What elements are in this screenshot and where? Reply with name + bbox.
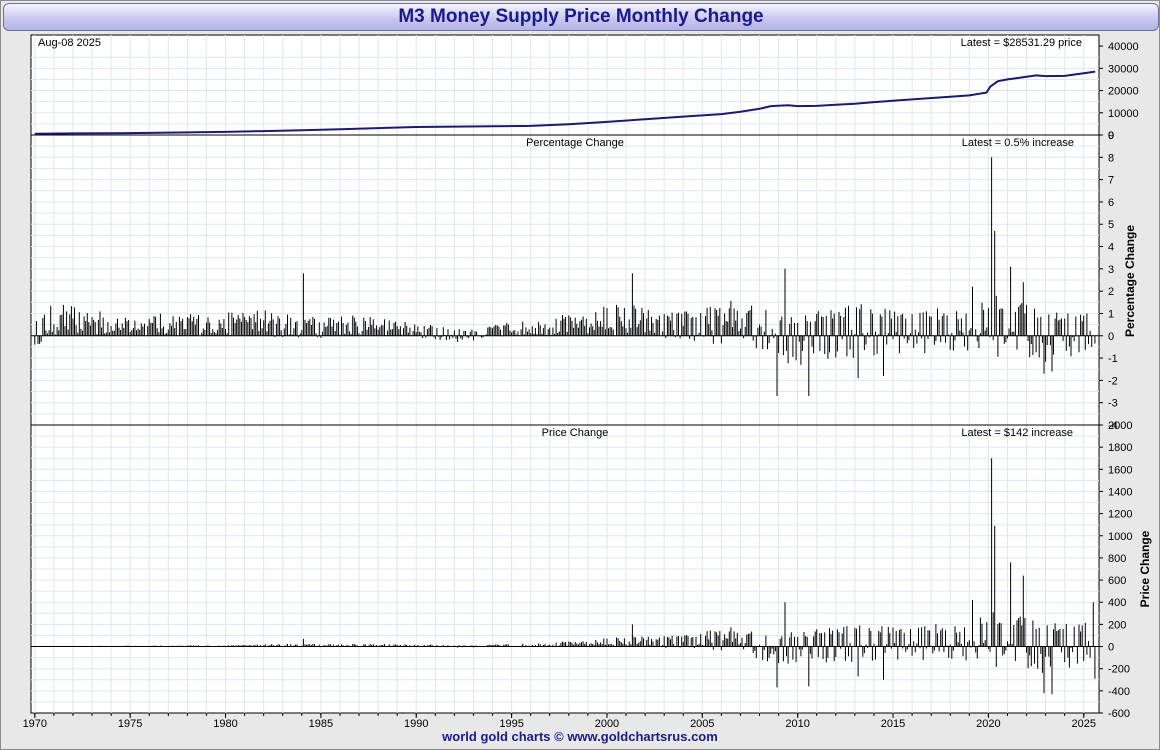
footer-credit: world gold charts © www.goldchartsrus.co… (442, 729, 718, 744)
y-tick-label: 400 (1108, 597, 1126, 609)
y-tick-label: 200 (1108, 619, 1126, 631)
y-tick-label: 6 (1108, 197, 1114, 209)
x-tick-label: 2015 (881, 718, 905, 730)
x-tick-label: 2005 (690, 718, 714, 730)
y-tick-label: -2 (1108, 375, 1118, 387)
y-tick-label: 20000 (1108, 86, 1139, 98)
chart-title: M3 Money Supply Price Monthly Change (398, 6, 764, 27)
y-tick-label: 3 (1108, 264, 1114, 276)
y-tick-label: 7 (1108, 175, 1114, 187)
y-tick-label: 1600 (1108, 464, 1132, 476)
panel3-latest-label: Latest = $142 increase (961, 427, 1073, 439)
y-tick-label: -3 (1108, 398, 1118, 410)
y-tick-label: 0 (1108, 642, 1114, 654)
y-tick-label: 0 (1108, 130, 1114, 142)
y-tick-label: 30000 (1108, 63, 1139, 75)
y-tick-label: 8 (1108, 152, 1114, 164)
price-line-series (34, 70, 1096, 135)
title-bar: M3 Money Supply Price Monthly Change (3, 3, 1159, 31)
y-tick-label: 1 (1108, 308, 1114, 320)
x-tick-label: 2010 (785, 718, 809, 730)
x-axis: 1970 1975 1980 1985 1990 1995 2000 2005 2010 2015… (23, 713, 1096, 730)
y-tick-label: 4 (1108, 242, 1114, 254)
x-tick-label: 1970 (23, 718, 47, 730)
y-tick-label: 9 (1108, 130, 1114, 142)
y-tick-label: 40000 (1108, 41, 1139, 53)
panel2-ylabel: Percentage Change (1123, 225, 1137, 337)
panel3-subtitle: Price Change (542, 427, 609, 439)
y-tick-label: -400 (1108, 686, 1130, 698)
y-tick-label: 1800 (1108, 442, 1132, 454)
panel1-date-label: Aug-08 2025 (38, 37, 101, 49)
panels: 010000200003000040000-4-3-2-10123456789-… (31, 41, 1139, 720)
x-tick-label: 1985 (309, 718, 333, 730)
y-tick-label: -4 (1108, 420, 1118, 432)
panel2-latest-label: Latest = 0.5% increase (962, 137, 1074, 149)
y-tick-label: 2 (1108, 286, 1114, 298)
y-tick-label: 800 (1108, 553, 1126, 565)
y-tick-label: 0 (1108, 331, 1114, 343)
y-tick-label: 2000 (1108, 420, 1132, 432)
x-tick-label: 1975 (118, 718, 142, 730)
y-tick-label: 5 (1108, 219, 1114, 231)
plot-area (30, 34, 1100, 714)
panel3-ylabel: Price Change (1138, 530, 1152, 607)
panel2-subtitle: Percentage Change (526, 137, 624, 149)
x-tick-label: 1995 (499, 718, 523, 730)
gridlines (31, 35, 1099, 713)
y-tick-label: 600 (1108, 575, 1126, 587)
y-tick-label: 1400 (1108, 486, 1132, 498)
y-tick-label: 1000 (1108, 531, 1132, 543)
panel1-latest-label: Latest = $28531.29 price (961, 37, 1082, 49)
y-tick-label: -1 (1108, 353, 1118, 365)
x-tick-label: 1990 (404, 718, 428, 730)
x-tick-label: 2025 (1072, 718, 1096, 730)
y-tick-label: 1200 (1108, 509, 1132, 521)
y-tick-label: -600 (1108, 708, 1130, 720)
x-tick-label: 1980 (213, 718, 237, 730)
x-tick-label: 2000 (595, 718, 619, 730)
x-tick-label: 2020 (976, 718, 1000, 730)
y-tick-label: 10000 (1108, 108, 1139, 120)
y-tick-label: -200 (1108, 664, 1130, 676)
